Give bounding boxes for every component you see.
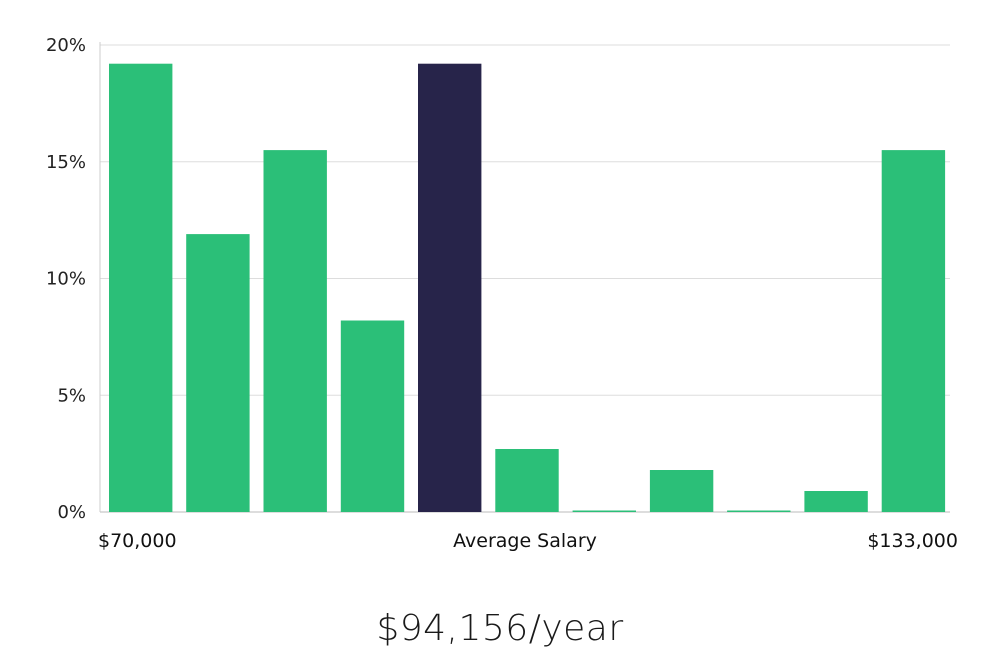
x-label-max: $133,000	[867, 530, 958, 552]
bar	[649, 470, 714, 512]
bar	[340, 320, 405, 512]
salary-distribution-chart: 0% 5% 10% 15% 20% $70,000 Average Salary $13…	[46, 35, 958, 552]
y-tick-label: 15%	[46, 152, 86, 173]
bar	[263, 150, 327, 512]
y-tick-label: 20%	[46, 35, 86, 56]
y-tick-label: 10%	[46, 269, 86, 290]
bar	[186, 234, 250, 512]
y-tick-label: 5%	[57, 385, 86, 406]
bar	[109, 63, 173, 512]
bar	[881, 150, 946, 512]
bar-average	[418, 63, 482, 512]
x-label-center: Average Salary	[453, 530, 597, 552]
x-label-min: $70,000	[98, 530, 177, 552]
bar	[804, 491, 868, 512]
average-salary-value: $94,156/year	[376, 608, 624, 649]
bar	[495, 449, 559, 512]
bar	[727, 510, 791, 512]
bars	[109, 63, 946, 512]
bar	[572, 510, 636, 512]
y-tick-label: 0%	[57, 502, 86, 523]
y-axis-ticks: 0% 5% 10% 15% 20%	[46, 35, 86, 523]
